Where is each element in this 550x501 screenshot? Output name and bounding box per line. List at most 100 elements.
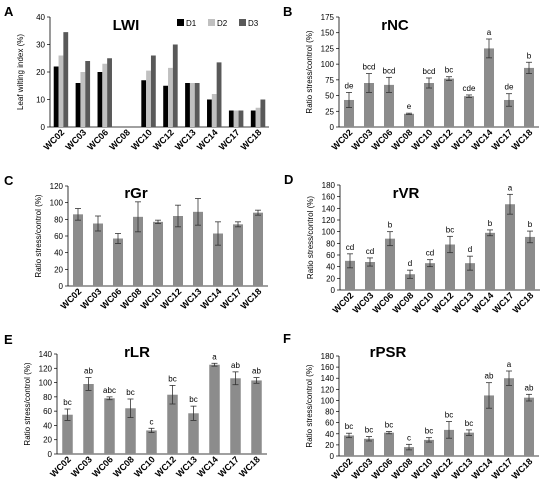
y-tick-label: 175 [321,13,335,22]
y-tick-label: 160 [321,363,335,372]
bar [173,216,183,286]
significance-letter: bc [446,225,454,234]
legend-swatch [208,19,215,26]
bar [213,233,223,286]
panel-letter: C [4,173,14,188]
bar-d3 [172,44,178,127]
bar-d1 [97,72,103,127]
panel-title: LWI [113,17,140,34]
y-tick-label: 100 [39,379,53,388]
category-label: WC03 [350,127,375,152]
y-tick-label: 0 [331,286,336,295]
y-tick-label: 80 [326,239,335,248]
bar-d1 [250,110,256,127]
category-label: WC03 [64,127,89,152]
panel-title: rLR [124,344,150,361]
y-tick-label: 80 [325,408,334,417]
bar [83,384,94,454]
significance-letter: b [528,220,533,229]
bar [504,378,514,456]
bar [384,84,394,127]
significance-letter: b [388,221,393,230]
category-label: WC08 [119,286,144,311]
y-axis-label: Leaf wilting index (%) [16,34,25,110]
bar [424,83,434,127]
y-tick-label: 60 [326,251,335,260]
category-label: WC03 [79,286,104,311]
bar [424,439,434,456]
y-tick-label: 180 [321,352,335,361]
bar [125,408,136,454]
y-tick-label: 125 [321,44,335,53]
category-label: WC17 [219,286,244,311]
bar-d2 [233,110,239,127]
category-label: WC14 [195,454,220,479]
category-label: WC10 [129,127,154,152]
y-tick-label: 20 [43,436,52,445]
category-label: WC10 [139,286,164,311]
significance-letter: a [507,360,512,369]
category-label: WC18 [239,286,264,311]
panel-letter: D [284,172,293,187]
bar [445,244,455,290]
y-tick-label: 80 [43,393,52,402]
category-label: WC08 [390,127,415,152]
bar-d2 [146,70,151,127]
bar [384,432,394,456]
significance-letter: c [150,417,154,426]
bar [188,413,199,454]
bar [485,232,495,290]
bar-d3 [216,62,222,127]
y-tick-label: 120 [322,216,336,225]
panel-title: rPSR [370,344,407,361]
significance-letter: ab [252,367,261,376]
category-label: WC03 [350,456,375,481]
y-tick-label: 0 [330,452,335,461]
panel-letter: A [4,4,14,19]
bar-d3 [150,55,156,127]
category-label: WC18 [510,456,535,481]
bar [344,99,354,127]
category-label: WC12 [430,127,455,152]
category-label: WC14 [470,127,495,152]
category-label: WC18 [237,454,262,479]
significance-letter: bcd [383,66,396,75]
y-tick-label: 100 [50,199,64,208]
significance-letter: abc [103,386,116,395]
significance-letter: bc [385,421,393,430]
bar-d1 [163,85,169,127]
y-tick-label: 60 [43,407,52,416]
significance-letter: cd [366,247,374,256]
category-label: WC10 [410,456,435,481]
y-tick-label: 160 [322,193,336,202]
y-tick-label: 100 [321,396,335,405]
significance-letter: bc [465,419,473,428]
bar-d2 [102,63,108,127]
y-tick-label: 140 [39,350,53,359]
category-label: WC03 [69,454,94,479]
category-label: WC17 [217,127,242,152]
bar [113,238,123,286]
category-label: WC06 [370,127,395,152]
y-tick-label: 100 [322,228,336,237]
bar-d2 [80,72,86,127]
significance-letter: ab [84,367,93,376]
significance-letter: bc [168,374,176,383]
bar-d2 [189,83,195,127]
panel-title: rNC [381,17,409,34]
bar-d3 [85,61,91,127]
y-tick-label: 20 [325,441,334,450]
significance-letter: bc [365,426,373,435]
bar [133,216,143,286]
bar [444,429,454,456]
category-label: WC14 [195,127,220,152]
bar-d3 [107,58,112,127]
category-label: WC06 [370,456,395,481]
bar [365,262,375,290]
bar [385,238,395,290]
significance-letter: bc [445,66,453,75]
category-label: WC08 [391,290,416,315]
category-label: WC17 [490,456,515,481]
